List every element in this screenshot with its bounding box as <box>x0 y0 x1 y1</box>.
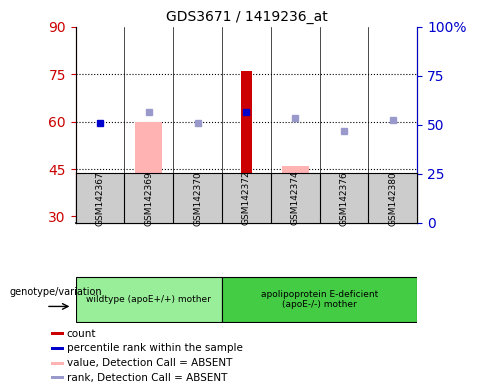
Text: GSM142369: GSM142369 <box>144 171 153 225</box>
Bar <box>241 71 252 223</box>
Bar <box>222 277 417 322</box>
Text: value, Detection Call = ABSENT: value, Detection Call = ABSENT <box>66 358 232 368</box>
Bar <box>380 179 407 223</box>
Title: GDS3671 / 1419236_at: GDS3671 / 1419236_at <box>165 10 327 25</box>
Text: GSM142376: GSM142376 <box>340 171 348 225</box>
Text: GSM142370: GSM142370 <box>193 171 202 225</box>
Bar <box>387 179 398 223</box>
Bar <box>331 217 358 223</box>
Bar <box>282 166 309 223</box>
Bar <box>51 376 64 379</box>
Text: GSM142380: GSM142380 <box>388 171 397 225</box>
Bar <box>51 347 64 350</box>
Text: apolipoprotein E-deficient
(apoE-/-) mother: apolipoprotein E-deficient (apoE-/-) mot… <box>261 290 378 309</box>
Bar <box>51 362 64 365</box>
Text: percentile rank within the sample: percentile rank within the sample <box>66 343 243 353</box>
Bar <box>136 122 163 223</box>
Text: GSM142367: GSM142367 <box>96 171 104 225</box>
Bar <box>184 200 211 223</box>
Bar <box>76 277 222 322</box>
Bar <box>51 332 64 335</box>
Text: wildtype (apoE+/+) mother: wildtype (apoE+/+) mother <box>86 295 211 304</box>
Text: count: count <box>66 329 96 339</box>
Bar <box>95 179 105 223</box>
Text: rank, Detection Call = ABSENT: rank, Detection Call = ABSENT <box>66 373 227 383</box>
Text: genotype/variation: genotype/variation <box>10 287 102 297</box>
Text: GSM142372: GSM142372 <box>242 171 251 225</box>
Text: GSM142374: GSM142374 <box>291 171 300 225</box>
